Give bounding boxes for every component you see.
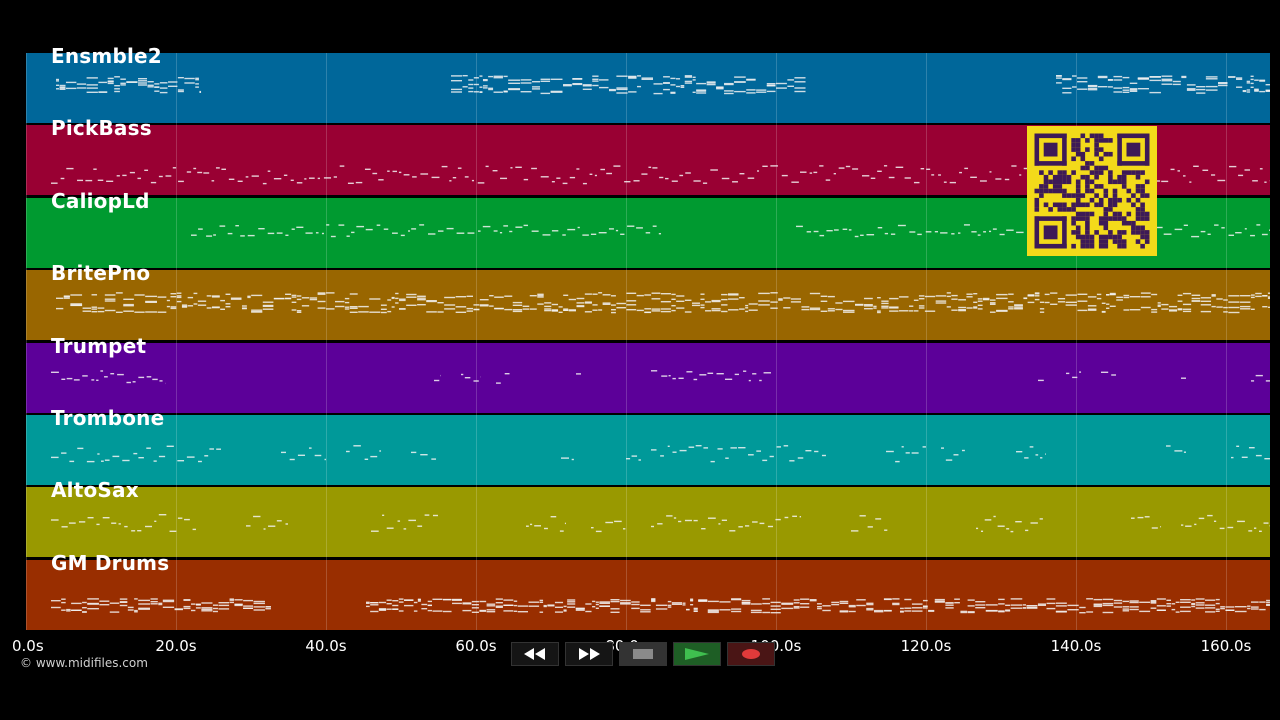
- time-tick-label: 120.0s: [900, 637, 952, 655]
- rewind-button[interactable]: [511, 642, 559, 666]
- play-icon: [685, 648, 709, 660]
- transport-controls: [511, 642, 775, 668]
- track-lane[interactable]: Ensmble2: [26, 44, 1270, 123]
- copyright-notice: © www.midifiles.com: [20, 656, 148, 670]
- track-name: BritePno: [51, 261, 151, 285]
- stop-icon: [633, 649, 653, 659]
- time-gridline: [1076, 53, 1077, 630]
- track-name: AltoSax: [51, 478, 139, 502]
- time-gridline: [476, 53, 477, 630]
- fast-forward-button[interactable]: [565, 642, 613, 666]
- stop-button[interactable]: [619, 642, 667, 666]
- track-name: CaliopLd: [51, 189, 150, 213]
- track-lane[interactable]: Trumpet: [26, 334, 1270, 413]
- note-events: [51, 514, 1270, 533]
- track-lane[interactable]: AltoSax: [26, 478, 1270, 557]
- track-lane[interactable]: Trombone: [26, 406, 1270, 485]
- time-tick-label: 60.0s: [455, 637, 497, 655]
- track-lane[interactable]: GM Drums: [26, 551, 1270, 630]
- track-name: Trumpet: [51, 334, 147, 358]
- rewind-icon: [524, 648, 545, 660]
- qr-code-image: [1034, 133, 1150, 249]
- time-gridline: [926, 53, 927, 630]
- time-tick-label: 0.0s: [12, 637, 44, 655]
- track-name: GM Drums: [51, 551, 170, 575]
- time-tick-label: 40.0s: [305, 637, 347, 655]
- qr-code: [1027, 126, 1157, 256]
- note-events: [51, 370, 1270, 385]
- track-name: Ensmble2: [51, 44, 162, 68]
- time-gridline: [176, 53, 177, 630]
- time-tick-label: 160.0s: [1200, 637, 1252, 655]
- time-tick-label: 20.0s: [155, 637, 197, 655]
- fast-forward-icon: [579, 648, 600, 660]
- record-icon: [742, 649, 760, 659]
- play-button[interactable]: [673, 642, 721, 666]
- time-gridline: [26, 53, 27, 630]
- note-events: [56, 75, 1270, 95]
- note-events: [51, 165, 1270, 185]
- note-events: [56, 292, 1270, 314]
- time-gridline: [626, 53, 627, 630]
- track-name: Trombone: [51, 406, 165, 430]
- record-button[interactable]: [727, 642, 775, 666]
- time-gridline: [1226, 53, 1227, 630]
- note-events: [51, 598, 1270, 614]
- time-tick-label: 140.0s: [1050, 637, 1102, 655]
- track-lane[interactable]: BritePno: [26, 261, 1270, 340]
- note-events: [51, 445, 1270, 463]
- time-gridline: [326, 53, 327, 630]
- time-gridline: [776, 53, 777, 630]
- track-name: PickBass: [51, 116, 152, 140]
